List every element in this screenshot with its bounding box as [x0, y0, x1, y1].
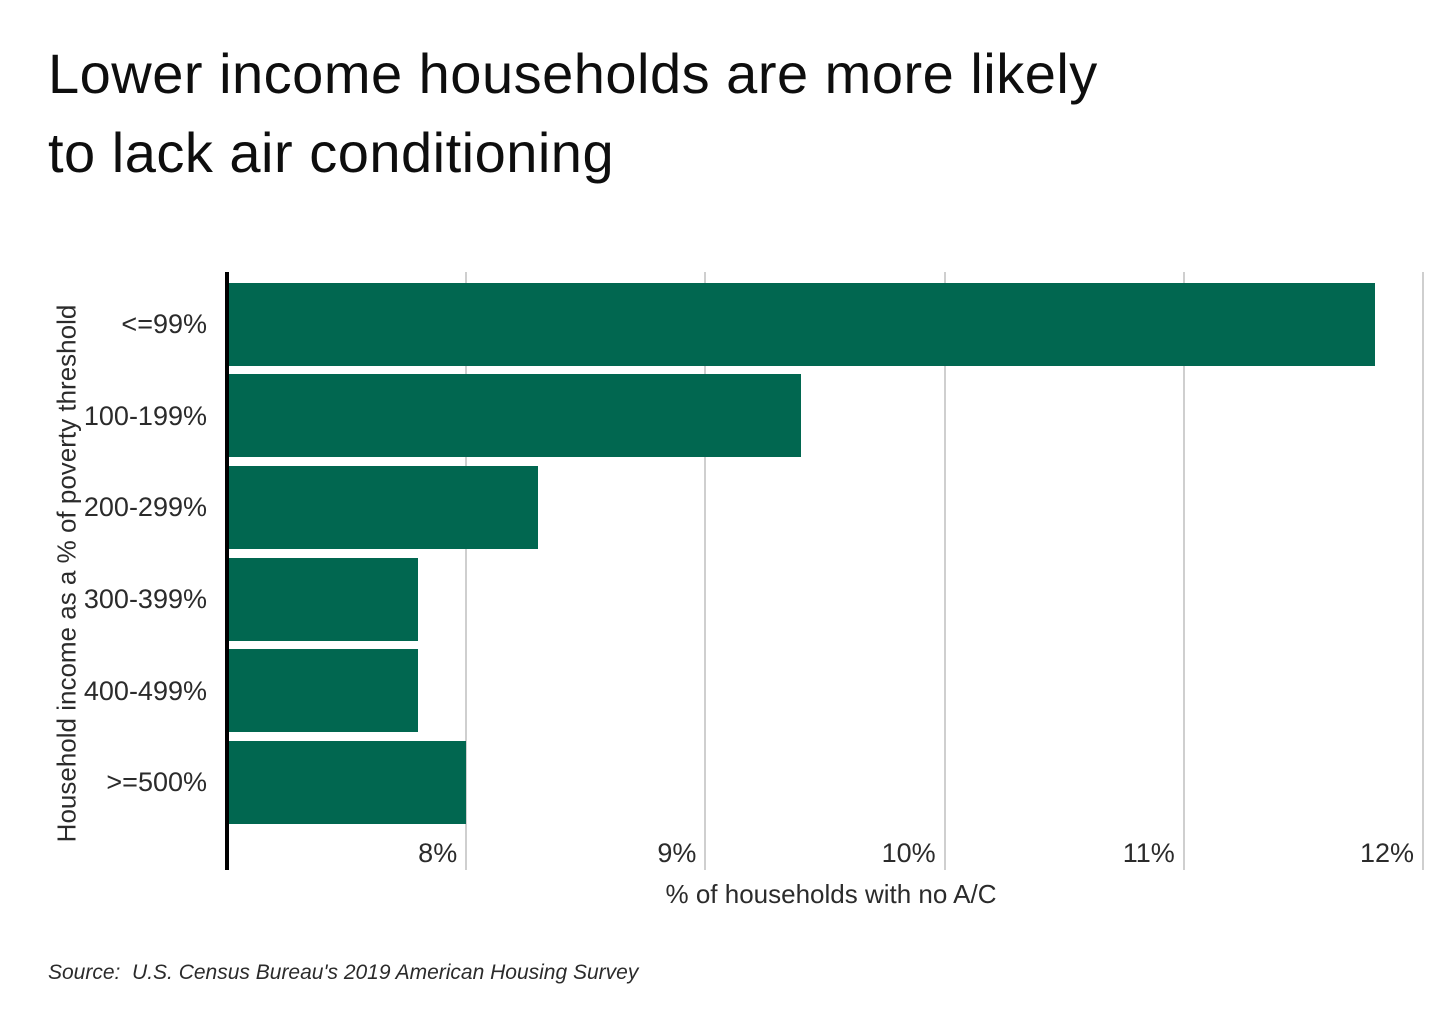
y-category-label-200-299%: 200-299% [83, 492, 207, 523]
chart-title-line-1: Lower income households are more likely [48, 42, 1098, 105]
y-category-label-300-399%: 300-399% [83, 584, 207, 614]
bar-<=99% [229, 282, 1376, 366]
y-axis-line [225, 272, 229, 870]
gridline-11% [1182, 272, 1185, 870]
bar->=500% [229, 740, 467, 824]
source-note: Source: U.S. Census Bureau's 2019 Americ… [48, 961, 639, 984]
bar-400-499% [229, 649, 419, 733]
y-axis-title: Household income as a % of poverty thres… [51, 304, 82, 843]
y-category-label-<=99%: <=99% [121, 309, 207, 340]
bar-200-299% [229, 465, 538, 549]
y-category-label-400-499%: 400-499% [83, 675, 207, 706]
bar-300-399% [229, 557, 419, 641]
x-tick-label-8%: 8% [418, 838, 458, 868]
y-category-label-100-199%: 100-199% [83, 400, 207, 431]
gridline-8% [465, 272, 468, 870]
x-tick-label-10%: 10% [881, 838, 936, 868]
gridline-10% [943, 272, 946, 870]
bar-100-199% [229, 374, 802, 458]
x-tick-label-9%: 9% [657, 838, 697, 868]
x-tick-label-11%: 11% [1122, 838, 1175, 868]
chart-title: Lower income households are more likely … [48, 34, 1098, 192]
gridline-12% [1422, 272, 1425, 870]
gridline-9% [704, 272, 707, 870]
x-axis-title: % of households with no A/C [665, 879, 997, 909]
plot-area: 8% 9% 10% 11% 12% <=99% 100-199% 200-299% 300-39… [84, 272, 1435, 870]
x-tick-label-12%: 12% [1359, 838, 1415, 868]
y-category-label->=500%: >=500% [106, 767, 207, 798]
chart-title-line-2: to lack air conditioning [48, 121, 615, 184]
